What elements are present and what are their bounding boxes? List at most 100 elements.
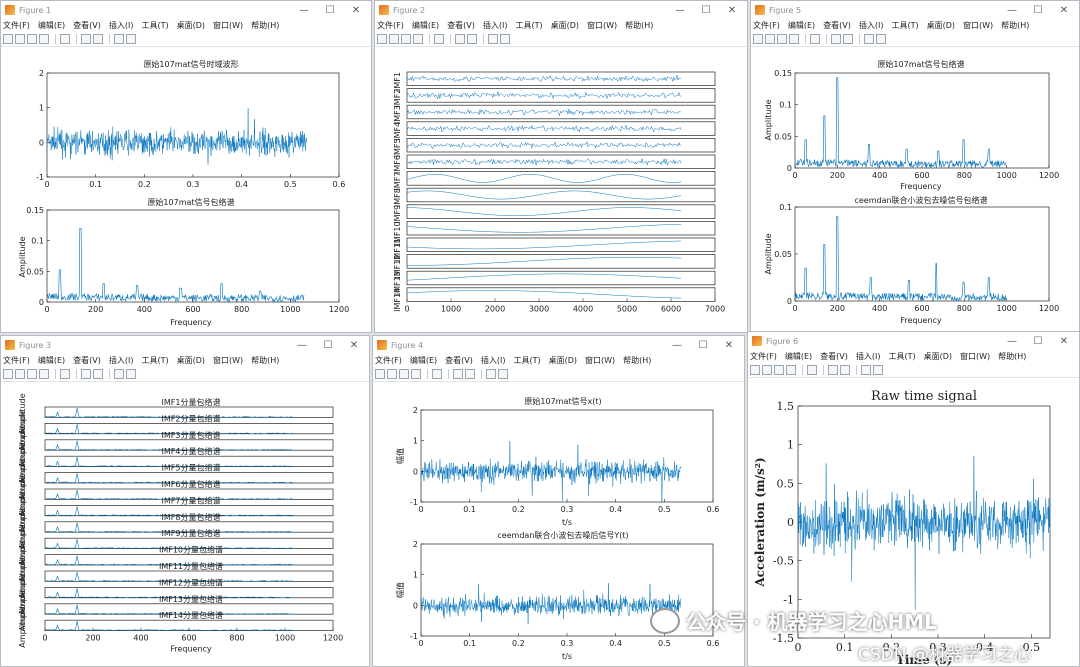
close-icon[interactable]: ✕	[727, 4, 737, 16]
new-file-icon[interactable]	[377, 34, 387, 44]
print-icon[interactable]	[786, 365, 796, 375]
dock-icon[interactable]	[455, 34, 465, 44]
property-icon[interactable]	[126, 369, 136, 379]
menu-item[interactable]: 桌面(D)	[548, 356, 578, 365]
menu-item[interactable]: 工具(T)	[888, 352, 916, 361]
menu-item[interactable]: 文件(F)	[3, 21, 30, 30]
menu-item[interactable]: 窗口(W)	[585, 356, 616, 365]
close-icon[interactable]: ✕	[349, 339, 359, 351]
minimize-icon[interactable]: —	[672, 339, 682, 351]
print-icon[interactable]	[39, 369, 49, 379]
maximize-icon[interactable]: ☐	[698, 339, 708, 351]
menu-item[interactable]: 桌面(D)	[176, 356, 206, 365]
close-icon[interactable]: ✕	[1059, 4, 1069, 16]
menu-item[interactable]: 工具(T)	[515, 21, 543, 30]
close-icon[interactable]: ✕	[351, 4, 361, 16]
menu-item[interactable]: 窗口(W)	[963, 21, 994, 30]
print-icon[interactable]	[413, 34, 423, 44]
menu-item[interactable]: 工具(T)	[513, 356, 541, 365]
menu-item[interactable]: 工具(T)	[891, 21, 919, 30]
menu-item[interactable]: 工具(T)	[141, 356, 169, 365]
close-icon[interactable]: ✕	[1059, 335, 1069, 347]
link-icon[interactable]	[807, 365, 817, 375]
menu-item[interactable]: 文件(F)	[375, 356, 402, 365]
open-file-icon[interactable]	[15, 34, 25, 44]
maximize-icon[interactable]: ☐	[1033, 4, 1043, 16]
close-icon[interactable]: ✕	[724, 339, 734, 351]
layout-icon[interactable]	[467, 34, 477, 44]
menu-item[interactable]: 窗口(W)	[213, 21, 244, 30]
menu-item[interactable]: 帮助(H)	[998, 352, 1027, 361]
minimize-icon[interactable]: —	[297, 339, 307, 351]
print-icon[interactable]	[39, 34, 49, 44]
menu-item[interactable]: 文件(F)	[753, 21, 780, 30]
print-icon[interactable]	[411, 369, 421, 379]
minimize-icon[interactable]: —	[675, 4, 685, 16]
maximize-icon[interactable]: ☐	[701, 4, 711, 16]
menu-item[interactable]: 插入(I)	[480, 356, 506, 365]
menu-item[interactable]: 帮助(H)	[625, 21, 654, 30]
menu-item[interactable]: 桌面(D)	[176, 21, 206, 30]
pointer-icon[interactable]	[864, 34, 874, 44]
menu-item[interactable]: 插入(I)	[108, 356, 134, 365]
menu-item[interactable]: 帮助(H)	[251, 21, 280, 30]
open-file-icon[interactable]	[15, 369, 25, 379]
layout-icon[interactable]	[465, 369, 475, 379]
dock-icon[interactable]	[81, 369, 91, 379]
open-file-icon[interactable]	[387, 369, 397, 379]
maximize-icon[interactable]: ☐	[323, 339, 333, 351]
dock-icon[interactable]	[81, 34, 91, 44]
pointer-icon[interactable]	[486, 369, 496, 379]
pointer-icon[interactable]	[114, 369, 124, 379]
menu-item[interactable]: 编辑(E)	[409, 356, 438, 365]
menu-item[interactable]: 插入(I)	[858, 21, 884, 30]
menu-item[interactable]: 编辑(E)	[787, 21, 816, 30]
new-file-icon[interactable]	[750, 365, 760, 375]
open-file-icon[interactable]	[389, 34, 399, 44]
menu-item[interactable]: 文件(F)	[3, 356, 30, 365]
minimize-icon[interactable]: —	[1007, 335, 1017, 347]
menu-item[interactable]: 文件(F)	[377, 21, 404, 30]
save-icon[interactable]	[27, 34, 37, 44]
menu-item[interactable]: 查看(V)	[445, 356, 473, 365]
menu-item[interactable]: 查看(V)	[823, 21, 851, 30]
property-icon[interactable]	[498, 369, 508, 379]
pointer-icon[interactable]	[488, 34, 498, 44]
menu-item[interactable]: 插入(I)	[108, 21, 134, 30]
menu-item[interactable]: 帮助(H)	[1001, 21, 1030, 30]
menu-item[interactable]: 查看(V)	[820, 352, 848, 361]
new-file-icon[interactable]	[3, 369, 13, 379]
link-icon[interactable]	[810, 34, 820, 44]
menu-item[interactable]: 编辑(E)	[411, 21, 440, 30]
dock-icon[interactable]	[828, 365, 838, 375]
dock-icon[interactable]	[453, 369, 463, 379]
save-icon[interactable]	[27, 369, 37, 379]
layout-icon[interactable]	[840, 365, 850, 375]
save-icon[interactable]	[401, 34, 411, 44]
open-file-icon[interactable]	[762, 365, 772, 375]
menu-item[interactable]: 查看(V)	[73, 356, 101, 365]
menu-item[interactable]: 工具(T)	[141, 21, 169, 30]
maximize-icon[interactable]: ☐	[325, 4, 335, 16]
save-icon[interactable]	[399, 369, 409, 379]
property-icon[interactable]	[876, 34, 886, 44]
save-icon[interactable]	[777, 34, 787, 44]
menu-item[interactable]: 桌面(D)	[550, 21, 580, 30]
layout-icon[interactable]	[93, 34, 103, 44]
menu-item[interactable]: 编辑(E)	[37, 356, 66, 365]
pointer-icon[interactable]	[114, 34, 124, 44]
menu-item[interactable]: 插入(I)	[855, 352, 881, 361]
menu-item[interactable]: 插入(I)	[482, 21, 508, 30]
menu-item[interactable]: 编辑(E)	[784, 352, 813, 361]
link-icon[interactable]	[434, 34, 444, 44]
link-icon[interactable]	[60, 34, 70, 44]
maximize-icon[interactable]: ☐	[1033, 335, 1043, 347]
property-icon[interactable]	[873, 365, 883, 375]
property-icon[interactable]	[126, 34, 136, 44]
menu-item[interactable]: 帮助(H)	[623, 356, 652, 365]
menu-item[interactable]: 窗口(W)	[587, 21, 618, 30]
menu-item[interactable]: 文件(F)	[750, 352, 777, 361]
save-icon[interactable]	[774, 365, 784, 375]
menu-item[interactable]: 查看(V)	[447, 21, 475, 30]
layout-icon[interactable]	[93, 369, 103, 379]
